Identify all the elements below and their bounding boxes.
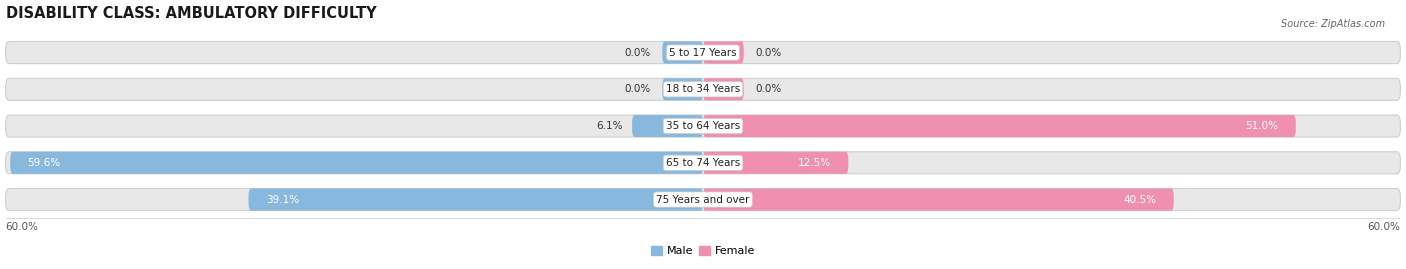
Text: 0.0%: 0.0% [755,84,782,94]
Text: Source: ZipAtlas.com: Source: ZipAtlas.com [1281,19,1385,29]
FancyBboxPatch shape [633,115,703,137]
Legend: Male, Female: Male, Female [647,241,759,261]
FancyBboxPatch shape [703,78,744,100]
Text: DISABILITY CLASS: AMBULATORY DIFFICULTY: DISABILITY CLASS: AMBULATORY DIFFICULTY [6,6,377,20]
FancyBboxPatch shape [6,41,1400,63]
Text: 51.0%: 51.0% [1246,121,1278,131]
FancyBboxPatch shape [6,152,1400,174]
Text: 75 Years and over: 75 Years and over [657,194,749,204]
FancyBboxPatch shape [6,78,1400,100]
Text: 12.5%: 12.5% [797,158,831,168]
FancyBboxPatch shape [703,41,744,63]
FancyBboxPatch shape [703,152,848,174]
FancyBboxPatch shape [249,189,703,211]
Text: 18 to 34 Years: 18 to 34 Years [666,84,740,94]
Text: 6.1%: 6.1% [596,121,623,131]
Text: 0.0%: 0.0% [755,48,782,58]
Text: 5 to 17 Years: 5 to 17 Years [669,48,737,58]
Text: 35 to 64 Years: 35 to 64 Years [666,121,740,131]
FancyBboxPatch shape [662,41,703,63]
FancyBboxPatch shape [6,189,1400,211]
FancyBboxPatch shape [662,78,703,100]
Text: 39.1%: 39.1% [266,194,299,204]
Text: 0.0%: 0.0% [624,48,651,58]
FancyBboxPatch shape [6,115,1400,137]
Text: 60.0%: 60.0% [6,222,38,232]
Text: 60.0%: 60.0% [1368,222,1400,232]
FancyBboxPatch shape [703,115,1296,137]
Text: 65 to 74 Years: 65 to 74 Years [666,158,740,168]
FancyBboxPatch shape [703,189,1174,211]
Text: 40.5%: 40.5% [1123,194,1156,204]
Text: 59.6%: 59.6% [28,158,60,168]
Text: 0.0%: 0.0% [624,84,651,94]
FancyBboxPatch shape [10,152,703,174]
